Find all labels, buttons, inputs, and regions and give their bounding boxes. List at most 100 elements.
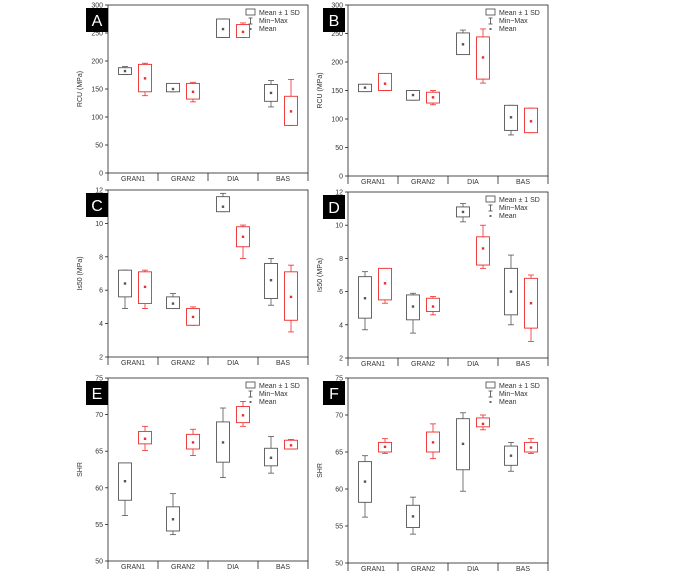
y-tick-label: 100: [91, 115, 103, 122]
panel-label-box: [323, 8, 345, 32]
y-tick-label: 10: [335, 223, 343, 230]
panel-label: E: [92, 386, 103, 403]
mean-marker: [123, 282, 127, 285]
mean-marker: [191, 315, 195, 319]
legend-entry: Mean: [259, 399, 277, 406]
mean-marker: [461, 43, 465, 46]
y-axis-label: Is50 (MPa): [77, 256, 84, 290]
plot-frame: [107, 189, 309, 358]
mean-marker: [269, 91, 273, 95]
x-category-label: BAS: [516, 361, 530, 368]
sd-box: [166, 82, 180, 93]
legend-box-symbol: [485, 195, 496, 203]
sd-box: [476, 417, 490, 428]
legend-mean-symbol: [489, 401, 492, 403]
y-tick-label: 55: [95, 522, 103, 529]
mean-marker: [411, 515, 415, 518]
mean-marker: [123, 480, 127, 483]
y-tick-label: 300: [91, 3, 103, 10]
panel-label: B: [329, 13, 340, 30]
y-tick-label: 60: [95, 485, 103, 492]
y-tick-label: 75: [95, 376, 103, 383]
legend-entry: Mean: [499, 26, 517, 33]
y-tick-label: 12: [95, 188, 103, 195]
mean-marker: [123, 69, 127, 73]
mean-marker: [509, 290, 513, 293]
legend-entry: Mean ± 1 SD: [499, 197, 540, 204]
y-tick-label: 4: [99, 321, 103, 328]
y-tick-label: 60: [335, 487, 343, 494]
y-tick-label: 50: [335, 561, 343, 568]
legend-mean-symbol: [489, 28, 492, 30]
sd-box: [476, 236, 490, 266]
chart-panel-b: 0 50 100 150 200 250 300 RCU (MPa) GRAN1 GRAN2 DIA…: [317, 3, 549, 186]
mean-marker: [269, 278, 273, 282]
panel-label-box: [86, 381, 108, 405]
mean-marker: [431, 441, 435, 444]
mean-marker: [221, 27, 225, 31]
y-tick-label: 4: [339, 322, 343, 329]
sd-box: [216, 196, 230, 213]
y-tick-label: 150: [331, 88, 343, 95]
legend-box-symbol: [245, 8, 256, 16]
mean-marker: [241, 235, 245, 238]
legend-entry: Mean ± 1 SD: [259, 383, 300, 390]
mean-marker: [461, 210, 465, 214]
legend-entry: Min~Max: [259, 18, 288, 25]
legend-box-symbol: [245, 381, 256, 389]
y-tick-label: 250: [331, 31, 343, 38]
y-tick-label: 2: [339, 356, 343, 363]
legend-mean-symbol: [249, 401, 252, 403]
panel-label-box: [86, 193, 108, 217]
legend-mean-symbol: [489, 215, 492, 217]
mean-marker: [461, 442, 465, 446]
x-category-label: GRAN1: [121, 564, 145, 571]
legend-entry: Min~Max: [499, 205, 528, 212]
mean-marker: [431, 305, 435, 308]
legend-box-symbol: [485, 381, 496, 389]
y-tick-label: 100: [331, 117, 343, 124]
x-category-label: GRAN2: [411, 361, 435, 368]
mean-marker: [221, 441, 225, 444]
x-category-label: DIA: [467, 566, 479, 573]
mean-marker: [411, 93, 415, 97]
chart-panel-c: 2 4 6 8 10 12 Is50 (MPa) GRAN1 GRAN2 DIA BAS C: [77, 188, 309, 367]
panel-label: D: [328, 200, 340, 217]
x-category-label: GRAN2: [171, 564, 195, 571]
y-tick-label: 70: [335, 413, 343, 420]
legend-entry: Mean: [499, 399, 517, 406]
legend-entry: Mean: [259, 26, 277, 33]
x-category-label: DIA: [467, 179, 479, 186]
y-axis-label: RCU (MPa): [317, 72, 324, 108]
sd-box: [378, 72, 392, 91]
mean-marker: [171, 302, 175, 305]
mean-marker: [363, 297, 367, 300]
legend-entry: Min~Max: [499, 18, 528, 25]
panel-label: C: [91, 198, 103, 215]
y-tick-label: 300: [331, 3, 343, 10]
mean-marker: [529, 446, 533, 449]
mean-marker: [191, 441, 195, 444]
sd-box: [426, 297, 440, 312]
mean-marker: [143, 285, 147, 289]
x-category-label: BAS: [276, 564, 290, 571]
panel-label: A: [92, 13, 103, 30]
chart-panel-a: 0 50 100 150 200 250 300 RCU (MPa) GRAN1 GRAN2 DIA…: [77, 3, 309, 183]
legend-box-symbol: [485, 8, 496, 16]
plot-frame: [107, 377, 309, 562]
y-tick-label: 200: [91, 59, 103, 66]
legend-entry: Mean ± 1 SD: [499, 383, 540, 390]
x-category-label: BAS: [516, 566, 530, 573]
legend-entry: Mean ± 1 SD: [259, 10, 300, 17]
mean-marker: [509, 454, 513, 457]
mean-marker: [481, 247, 485, 250]
mean-marker: [289, 295, 293, 299]
y-tick-label: 2: [99, 355, 103, 362]
y-tick-label: 50: [95, 143, 103, 150]
y-tick-label: 6: [339, 289, 343, 296]
y-tick-label: 8: [339, 256, 343, 263]
legend-mean-symbol: [249, 28, 252, 30]
legend-entry: Mean ± 1 SD: [499, 10, 540, 17]
